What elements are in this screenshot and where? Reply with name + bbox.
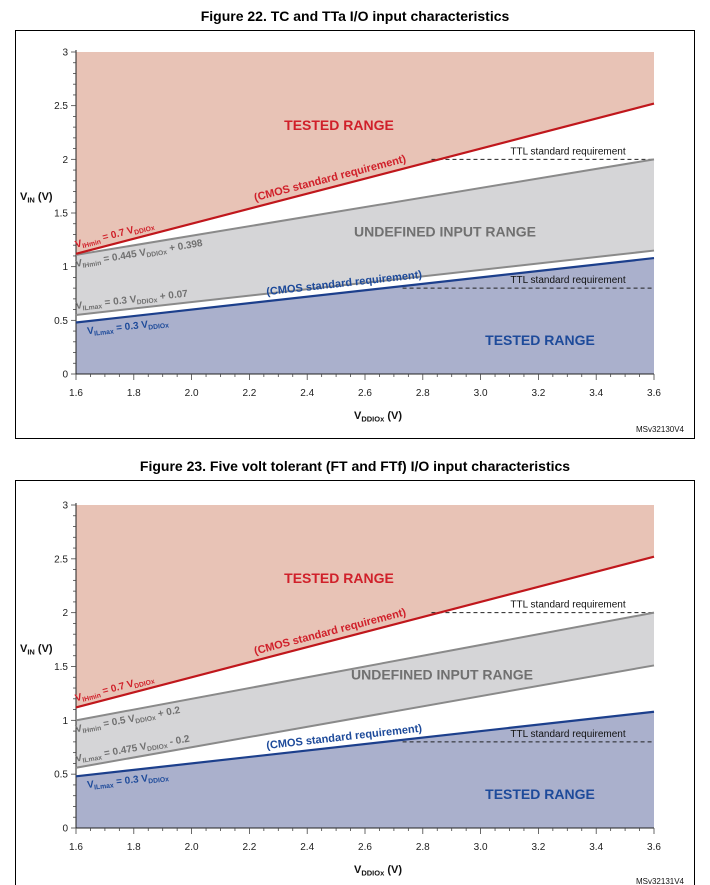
y-tick-label: 0 xyxy=(62,370,68,381)
chart-1: 0 0.5 1 1.5 2 2.5 3 1.6 1.8 2.0 2.2 2.4 2.6 2.8 3.0 3.2… xyxy=(20,48,685,435)
x-tick-label: 2.2 xyxy=(242,388,256,399)
figure-23-title: Figure 23. Five volt tolerant (FT and FT… xyxy=(139,458,571,474)
x-tick-label: 2.4 xyxy=(300,842,314,853)
series-line-gray-lower xyxy=(75,664,655,769)
tested-lower-region xyxy=(76,711,654,828)
gray-lower-equation-label: VILmax​ = 0.475 VDDIOx​ - 0.2 xyxy=(75,734,192,766)
figure-code: MSv32130V4 xyxy=(636,425,685,434)
y-tick-label: 0.5 xyxy=(54,316,68,327)
y-tick-label: 3 xyxy=(62,48,68,59)
x-tick-label: 3.4 xyxy=(589,388,603,399)
y-tick-label: 1.5 xyxy=(54,209,68,220)
x-tick-label: 3.0 xyxy=(474,842,488,853)
undefined-region xyxy=(76,612,654,768)
x-tick-label: 3.0 xyxy=(474,388,488,399)
y-tick-label: 2 xyxy=(62,155,68,166)
tested-range-upper-label: TESTED RANGE xyxy=(284,117,394,133)
series-line-gray-upper xyxy=(75,158,655,256)
gray-upper-equation-label: VIHmin​ = 0.5 VDDIOx​ + 0.2 xyxy=(75,705,182,737)
y-tick-label: 1 xyxy=(62,262,68,273)
x-tick-label: 2.8 xyxy=(416,388,430,399)
y-tick-label: 0.5 xyxy=(54,770,68,781)
undefined-range-label: UNDEFINED INPUT RANGE xyxy=(354,224,536,240)
vil-equation-label: VILmax​ = 0.3 VDDIOx​ xyxy=(87,317,170,338)
series-line-gray-lower xyxy=(75,249,655,316)
ttl-label: TTL standard requirement xyxy=(510,729,625,740)
x-axis-title: VDDIOx​ (V) xyxy=(354,864,402,877)
gray-lower-equation-label: VILmax​ = 0.3 VDDIOx​ + 0.07 xyxy=(75,288,189,313)
x-tick-label: 1.6 xyxy=(69,842,83,853)
series-line-vil xyxy=(75,256,655,324)
y-tick-label: 1.5 xyxy=(54,662,68,673)
x-tick-label: 2.0 xyxy=(185,388,199,399)
x-tick-label: 3.2 xyxy=(531,842,545,853)
y-tick-label: 2.5 xyxy=(54,101,68,112)
y-tick-label: 2 xyxy=(62,608,68,619)
undefined-region xyxy=(76,159,654,315)
chart-2: 0 0.5 1 1.5 2 2.5 3 1.6 1.8 2.0 2.2 2.4 2.6 2.8 3.0 3.2… xyxy=(20,501,685,885)
y-axis-title: VIN​ (V) xyxy=(20,191,53,204)
series-line-gray-upper xyxy=(75,611,655,722)
ttl-label: TTL standard requirement xyxy=(510,275,625,286)
x-tick-label: 2.6 xyxy=(358,842,372,853)
x-tick-label: 1.8 xyxy=(127,842,141,853)
y-tick-label: 3 xyxy=(62,501,68,512)
x-tick-label: 3.2 xyxy=(531,388,545,399)
x-tick-label: 3.6 xyxy=(647,388,661,399)
series-line-vil xyxy=(75,710,655,778)
y-tick-label: 2.5 xyxy=(54,554,68,565)
y-tick-label: 1 xyxy=(62,716,68,727)
undefined-range-label: UNDEFINED INPUT RANGE xyxy=(351,666,533,682)
x-tick-label: 2.4 xyxy=(300,388,314,399)
vil-equation-label: VILmax​ = 0.3 VDDIOx​ xyxy=(87,771,170,792)
x-tick-label: 2.0 xyxy=(185,842,199,853)
ttl-label: TTL standard requirement xyxy=(510,146,625,157)
x-tick-label: 2.6 xyxy=(358,388,372,399)
x-tick-label: 3.4 xyxy=(589,842,603,853)
tested-range-lower-label: TESTED RANGE xyxy=(485,332,595,348)
ttl-label: TTL standard requirement xyxy=(510,600,625,611)
x-tick-label: 1.6 xyxy=(69,388,83,399)
figure-code: MSv32131V4 xyxy=(636,877,685,885)
tested-range-upper-label: TESTED RANGE xyxy=(284,570,394,586)
y-tick-label: 0 xyxy=(62,824,68,835)
x-tick-label: 2.2 xyxy=(242,842,256,853)
x-tick-label: 3.6 xyxy=(647,842,661,853)
series-line-vih xyxy=(75,555,655,709)
x-axis-title: VDDIOx​ (V) xyxy=(354,410,402,423)
tested-lower-region xyxy=(76,258,654,374)
series-line-vih xyxy=(75,102,655,255)
figure-22-frame xyxy=(15,30,695,439)
figure-23-frame xyxy=(15,480,695,885)
figure-22-title: Figure 22. TC and TTa I/O input characte… xyxy=(200,8,510,24)
tested-upper-region xyxy=(76,52,654,254)
tested-upper-region xyxy=(76,505,654,708)
tested-range-lower-label: TESTED RANGE xyxy=(485,786,595,802)
x-tick-label: 2.8 xyxy=(416,842,430,853)
x-tick-label: 1.8 xyxy=(127,388,141,399)
y-axis-title: VIN​ (V) xyxy=(20,643,53,656)
